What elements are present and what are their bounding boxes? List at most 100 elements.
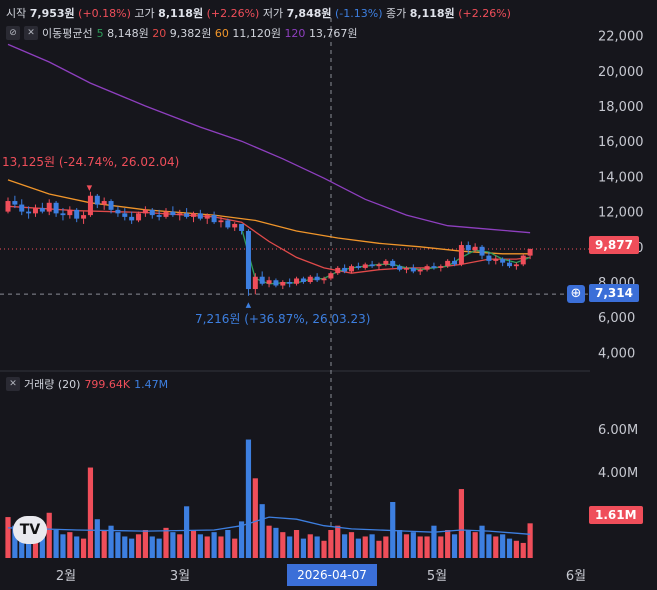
candle-body — [472, 246, 478, 251]
x-tick-label: 5월 — [427, 569, 447, 584]
volume-tick-label: 4.00M — [598, 466, 638, 481]
volume-bar — [259, 504, 265, 558]
ma-period-5: 5 — [96, 27, 108, 40]
volume-bar — [513, 540, 519, 558]
volume-bar — [293, 530, 300, 558]
volume-bar — [115, 532, 121, 558]
volume-bar — [156, 538, 162, 558]
ma-items: 5 8,148원 20 9,382원 60 11,120원 120 13,767… — [97, 25, 358, 41]
candle-body — [438, 266, 444, 268]
close-icon[interactable]: ✕ — [24, 26, 38, 40]
x-tick-label: 3월 — [170, 569, 190, 584]
volume-bar — [218, 536, 224, 558]
volume-bar — [458, 489, 465, 558]
candle-body — [403, 267, 409, 270]
volume-bar — [493, 536, 499, 558]
candle-body — [349, 266, 354, 272]
candle-body — [239, 223, 245, 231]
volume-bar — [163, 527, 169, 558]
volume-bar — [135, 534, 142, 558]
volume-bar — [108, 525, 114, 558]
volume-ma-value: 1.47M — [134, 377, 169, 391]
candle-body — [32, 208, 38, 214]
volume-bar — [149, 536, 155, 558]
volume-bar — [472, 532, 478, 558]
volume-bar — [376, 540, 382, 558]
volume-bar — [60, 534, 66, 558]
low-annotation: 7,216원 (+36.87%, 26.03.23) — [195, 312, 370, 326]
candle-body — [218, 220, 224, 223]
candle-body — [53, 202, 59, 214]
volume-bar — [520, 542, 526, 558]
candle-body — [342, 267, 348, 272]
volume-bar — [94, 519, 100, 558]
candle-body — [190, 213, 196, 217]
volume-bar — [245, 439, 252, 558]
low-value: 7,848원 — [286, 7, 332, 20]
volume-bar — [197, 534, 203, 558]
candle-body — [170, 211, 176, 216]
volume-ma-line — [7, 516, 531, 535]
high-annotation: 13,125원 (-24.74%, 26.02.04) — [2, 155, 179, 169]
candle-body — [513, 264, 519, 267]
candle-body — [39, 208, 45, 212]
candle-body — [136, 213, 142, 221]
candle-body — [307, 276, 313, 282]
close-icon[interactable]: ✕ — [6, 377, 20, 391]
volume-bar — [445, 530, 451, 558]
candle-body — [383, 260, 389, 265]
candle-body — [410, 267, 416, 272]
high-change: (+2.26%) — [206, 7, 260, 20]
volume-bar — [142, 530, 148, 558]
candle-body — [142, 209, 148, 214]
candle-body — [252, 276, 258, 290]
x-tick-label: 6월 — [566, 569, 586, 584]
candle-body — [46, 202, 52, 212]
volume-bar — [369, 534, 375, 558]
volume-bar — [32, 538, 39, 558]
volume-bar — [5, 517, 11, 558]
candle-body — [500, 259, 506, 263]
ma-value-120: 13,767원 — [308, 27, 358, 40]
high-label: 고가 — [134, 7, 155, 20]
candle-body — [431, 266, 437, 268]
volume-bar — [122, 536, 128, 558]
close-change: (+2.26%) — [458, 7, 511, 20]
close-value: 8,118원 — [409, 7, 455, 20]
candle-body — [527, 248, 533, 256]
volume-bar — [451, 534, 458, 558]
price-tick-label: 12,000 — [598, 206, 644, 221]
volume-bar — [80, 538, 87, 558]
tradingview-logo[interactable]: TV — [13, 516, 47, 544]
price-tick-label: 20,000 — [598, 65, 644, 80]
eye-off-icon[interactable]: ⊘ — [6, 26, 20, 40]
price-tick-label: 22,000 — [598, 30, 644, 45]
candle-body — [60, 213, 66, 216]
candle-body — [445, 260, 451, 267]
price-tick-label: 6,000 — [598, 311, 635, 326]
volume-bar — [506, 538, 513, 558]
volume-bar — [53, 530, 59, 558]
candle-body — [184, 213, 190, 217]
volume-bar — [225, 530, 231, 558]
volume-bar — [238, 521, 245, 558]
volume-bar — [300, 538, 307, 558]
candle-body — [397, 266, 403, 270]
volume-tick-label: 6.00M — [598, 423, 638, 438]
volume-bar — [184, 506, 190, 558]
volume-bar — [204, 536, 210, 558]
volume-bar — [321, 540, 327, 558]
volume-bar — [396, 530, 403, 558]
candle-body — [156, 215, 162, 217]
candle-body — [452, 260, 458, 265]
price-tick-label: 14,000 — [598, 170, 644, 185]
volume-title: 거래량 (20) — [24, 378, 81, 391]
candle-body — [314, 276, 320, 281]
volume-bar — [211, 532, 217, 558]
volume-bar — [190, 530, 197, 558]
add-alert-button[interactable]: ⊕ — [567, 285, 585, 303]
ma-value-5: 8,148원 — [107, 27, 153, 40]
high-marker: ▾ — [87, 181, 93, 194]
candle-body — [12, 201, 18, 205]
